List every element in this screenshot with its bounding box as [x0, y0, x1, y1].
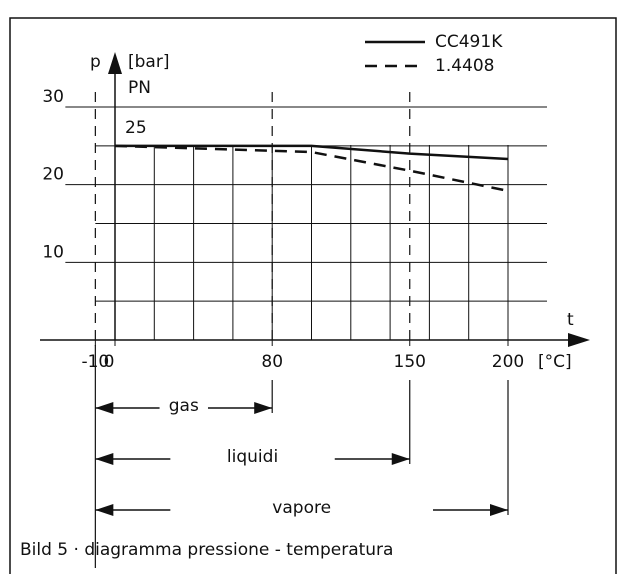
y-label: p — [90, 52, 101, 72]
range-arrowhead — [95, 402, 114, 414]
x-tick-label: 200 — [492, 352, 524, 372]
x-tick-label: 80 — [261, 352, 283, 372]
range-arrowhead — [95, 453, 114, 465]
range-arrowhead — [254, 402, 273, 414]
x-tick-label: 150 — [394, 352, 426, 372]
y-sub: PN — [128, 78, 151, 98]
legend-label: CC491K — [435, 32, 503, 52]
legend-label: 1.4408 — [435, 56, 494, 76]
range-label: vapore — [272, 498, 331, 518]
pn-label: 25 — [125, 118, 147, 138]
x-unit: [°C] — [538, 352, 572, 372]
range-arrowhead — [95, 504, 114, 516]
range-arrowhead — [391, 453, 410, 465]
x-tick-label: 0 — [104, 352, 115, 372]
range-arrowhead — [490, 504, 508, 516]
y-arrow — [108, 52, 122, 74]
x-label: t — [567, 310, 574, 330]
y-tick-label: 10 — [42, 242, 64, 262]
range-label: liquidi — [227, 447, 278, 467]
series-line — [114, 144, 509, 193]
range-label: gas — [169, 396, 199, 416]
y-unit: [bar] — [128, 52, 169, 72]
x-arrow — [568, 333, 590, 347]
y-tick-label: 20 — [42, 165, 64, 185]
y-tick-label: 30 — [42, 87, 64, 107]
frame — [9, 17, 617, 574]
caption: Bild 5 · diagramma pressione - temperatu… — [20, 540, 393, 560]
series-line — [115, 144, 509, 161]
